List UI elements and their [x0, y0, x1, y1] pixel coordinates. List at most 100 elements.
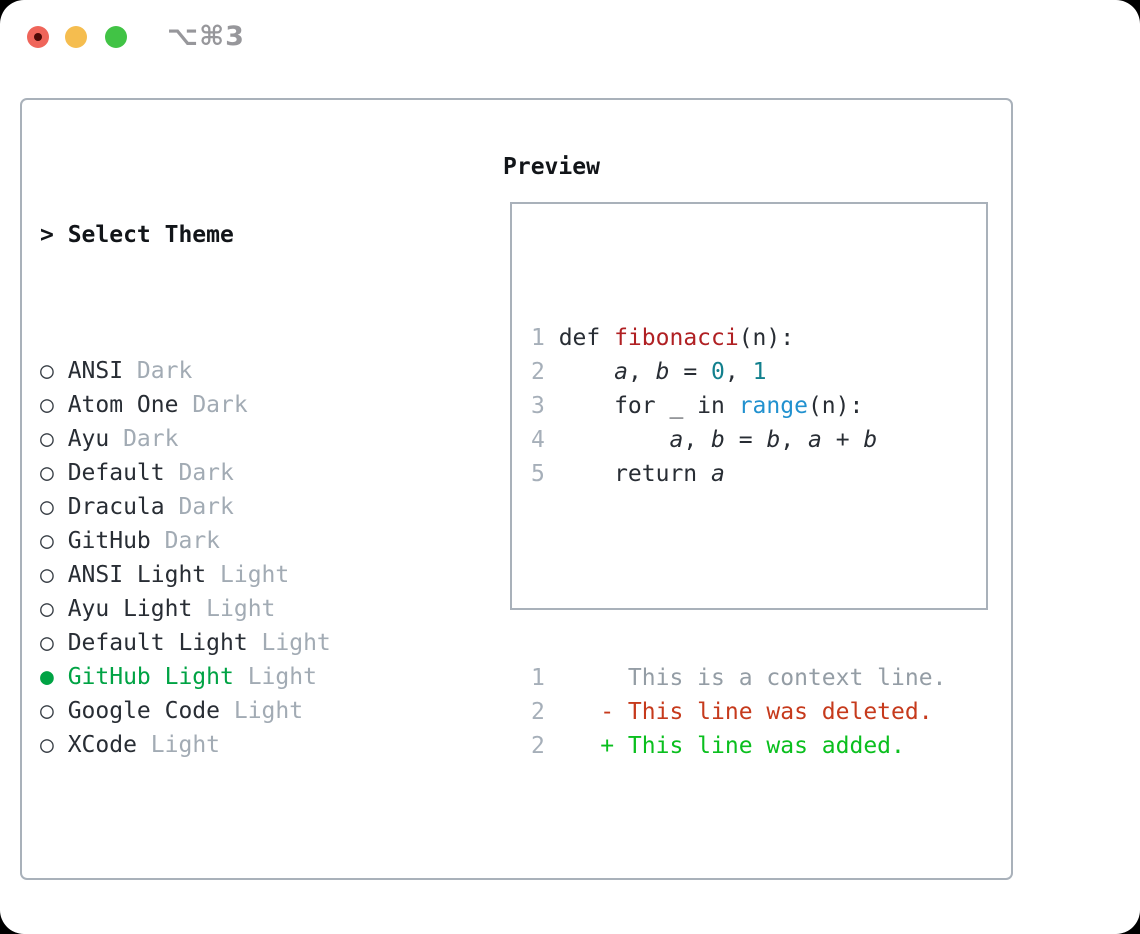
code-token: ,: [724, 359, 753, 385]
code-token: ,: [780, 427, 808, 453]
code-token: range: [738, 393, 808, 419]
code-token: [559, 427, 670, 453]
option-variant-label: Dark: [136, 358, 193, 384]
option-label: Atom One: [67, 392, 179, 418]
option-variant-label: Light: [233, 698, 304, 724]
code-line: 3 for _ in range(n):: [531, 389, 946, 423]
select-theme-header: > Select Theme: [40, 218, 428, 252]
code-token: fibonacci: [614, 325, 739, 351]
code-token: b: [711, 427, 725, 453]
close-button[interactable]: [27, 26, 49, 48]
line-number: 4: [531, 427, 545, 453]
code-token: - This line was deleted.: [558, 699, 933, 725]
code-token: + This line was added.: [558, 733, 905, 759]
theme-option-dracula[interactable]: ○ Dracula Dark: [40, 490, 428, 524]
code-token: b: [863, 427, 878, 453]
line-number: 2: [531, 733, 545, 759]
option-label: GitHub Light: [67, 664, 234, 690]
option-label: XCode: [67, 732, 137, 758]
code-token: b: [766, 427, 781, 453]
theme-option-github-light[interactable]: ● GitHub Light Light: [40, 660, 428, 694]
line-number: 2: [531, 359, 545, 385]
code-token: 1: [752, 359, 767, 385]
preview-title: Preview: [503, 154, 600, 180]
option-label: Ayu Light: [67, 596, 193, 622]
minimize-button[interactable]: [65, 26, 87, 48]
code-token: a: [669, 427, 684, 453]
code-token: a: [808, 427, 822, 453]
radio-icon: ○: [40, 392, 54, 418]
radio-icon: ○: [40, 562, 54, 588]
theme-option-ayu[interactable]: ○ Ayu Dark: [40, 422, 428, 456]
window-title: ⌥⌘3: [167, 21, 245, 52]
option-variant-label: Dark: [192, 392, 248, 418]
option-label: Ayu: [67, 426, 110, 452]
code-token: return: [558, 461, 712, 487]
theme-option-xcode[interactable]: ○ XCode Light: [40, 728, 428, 762]
prompt-icon: >: [40, 222, 54, 248]
theme-option-atom-one[interactable]: ○ Atom One Dark: [40, 388, 428, 422]
line-number: 5: [531, 461, 545, 487]
theme-option-ansi-light[interactable]: ○ ANSI Light Light: [40, 558, 428, 592]
code-token: (n):: [807, 393, 864, 419]
option-label: Default: [67, 460, 165, 486]
radio-icon: ○: [40, 494, 54, 520]
theme-option-default[interactable]: ○ Default Dark: [40, 456, 428, 490]
diff-block: 1 This is a context line. 2 - This line w…: [531, 661, 946, 763]
theme-option-ansi[interactable]: ○ ANSI Dark: [40, 354, 428, 388]
code-token: a: [614, 359, 628, 385]
option-variant-label: Light: [247, 664, 317, 690]
code-token: ,: [683, 427, 712, 453]
line-number: 1: [531, 665, 545, 691]
radio-icon: ○: [40, 698, 54, 724]
radio-icon: ○: [40, 630, 54, 656]
option-label: ANSI: [67, 358, 124, 384]
option-variant-label: Light: [150, 732, 221, 758]
blank-line: [531, 559, 946, 593]
theme-option-default-light[interactable]: ○ Default Light Light: [40, 626, 428, 660]
code-token: =: [669, 359, 712, 385]
theme-option-github[interactable]: ○ GitHub Dark: [40, 524, 428, 558]
code-token: a: [711, 461, 725, 487]
radio-icon: ○: [40, 596, 54, 622]
zoom-button[interactable]: [105, 26, 127, 48]
radio-icon: ○: [40, 358, 54, 384]
line-number: 3: [531, 393, 545, 419]
option-label: ANSI Light: [67, 562, 207, 588]
theme-list: ○ ANSI Dark ○ Atom One Dark ○ Ayu Dark ○ Default Da…: [40, 354, 428, 762]
code-line: 2 a, b = 0, 1: [531, 355, 946, 389]
code-line: 1 This is a context line.: [531, 661, 946, 695]
code-token: (n):: [738, 325, 795, 351]
option-variant-label: Light: [261, 630, 331, 656]
code-line: 4 a, b = b, a + b: [531, 423, 946, 457]
radio-icon: ○: [40, 460, 54, 486]
code-token: ,: [627, 359, 656, 385]
code-token: =: [724, 427, 767, 453]
theme-option-google-code[interactable]: ○ Google Code Light: [40, 694, 428, 728]
option-label: Dracula: [67, 494, 165, 520]
code-line: 5 return a: [531, 457, 946, 491]
code-token: [559, 359, 614, 385]
radio-icon: ○: [40, 528, 54, 554]
option-variant-label: Dark: [178, 460, 234, 486]
option-label: Default Light: [67, 630, 248, 656]
line-number: 1: [531, 325, 545, 351]
code-token: def: [558, 325, 615, 351]
radio-icon: ○: [40, 426, 54, 452]
radio-selected-icon: ●: [40, 664, 54, 690]
code-line: 1 def fibonacci(n):: [531, 321, 946, 355]
option-variant-label: Light: [206, 596, 276, 622]
code-line: 2 + This line was added.: [531, 729, 946, 763]
code-token: for _ in: [558, 393, 739, 419]
option-label: Google Code: [67, 698, 221, 724]
code-token: +: [821, 427, 864, 453]
theme-option-ayu-light[interactable]: ○ Ayu Light Light: [40, 592, 428, 626]
select-theme-title: Select Theme: [67, 222, 234, 248]
option-variant-label: Light: [220, 562, 290, 588]
code-line: 2 - This line was deleted.: [531, 695, 946, 729]
option-variant-label: Dark: [178, 494, 234, 520]
code-token: b: [655, 359, 670, 385]
